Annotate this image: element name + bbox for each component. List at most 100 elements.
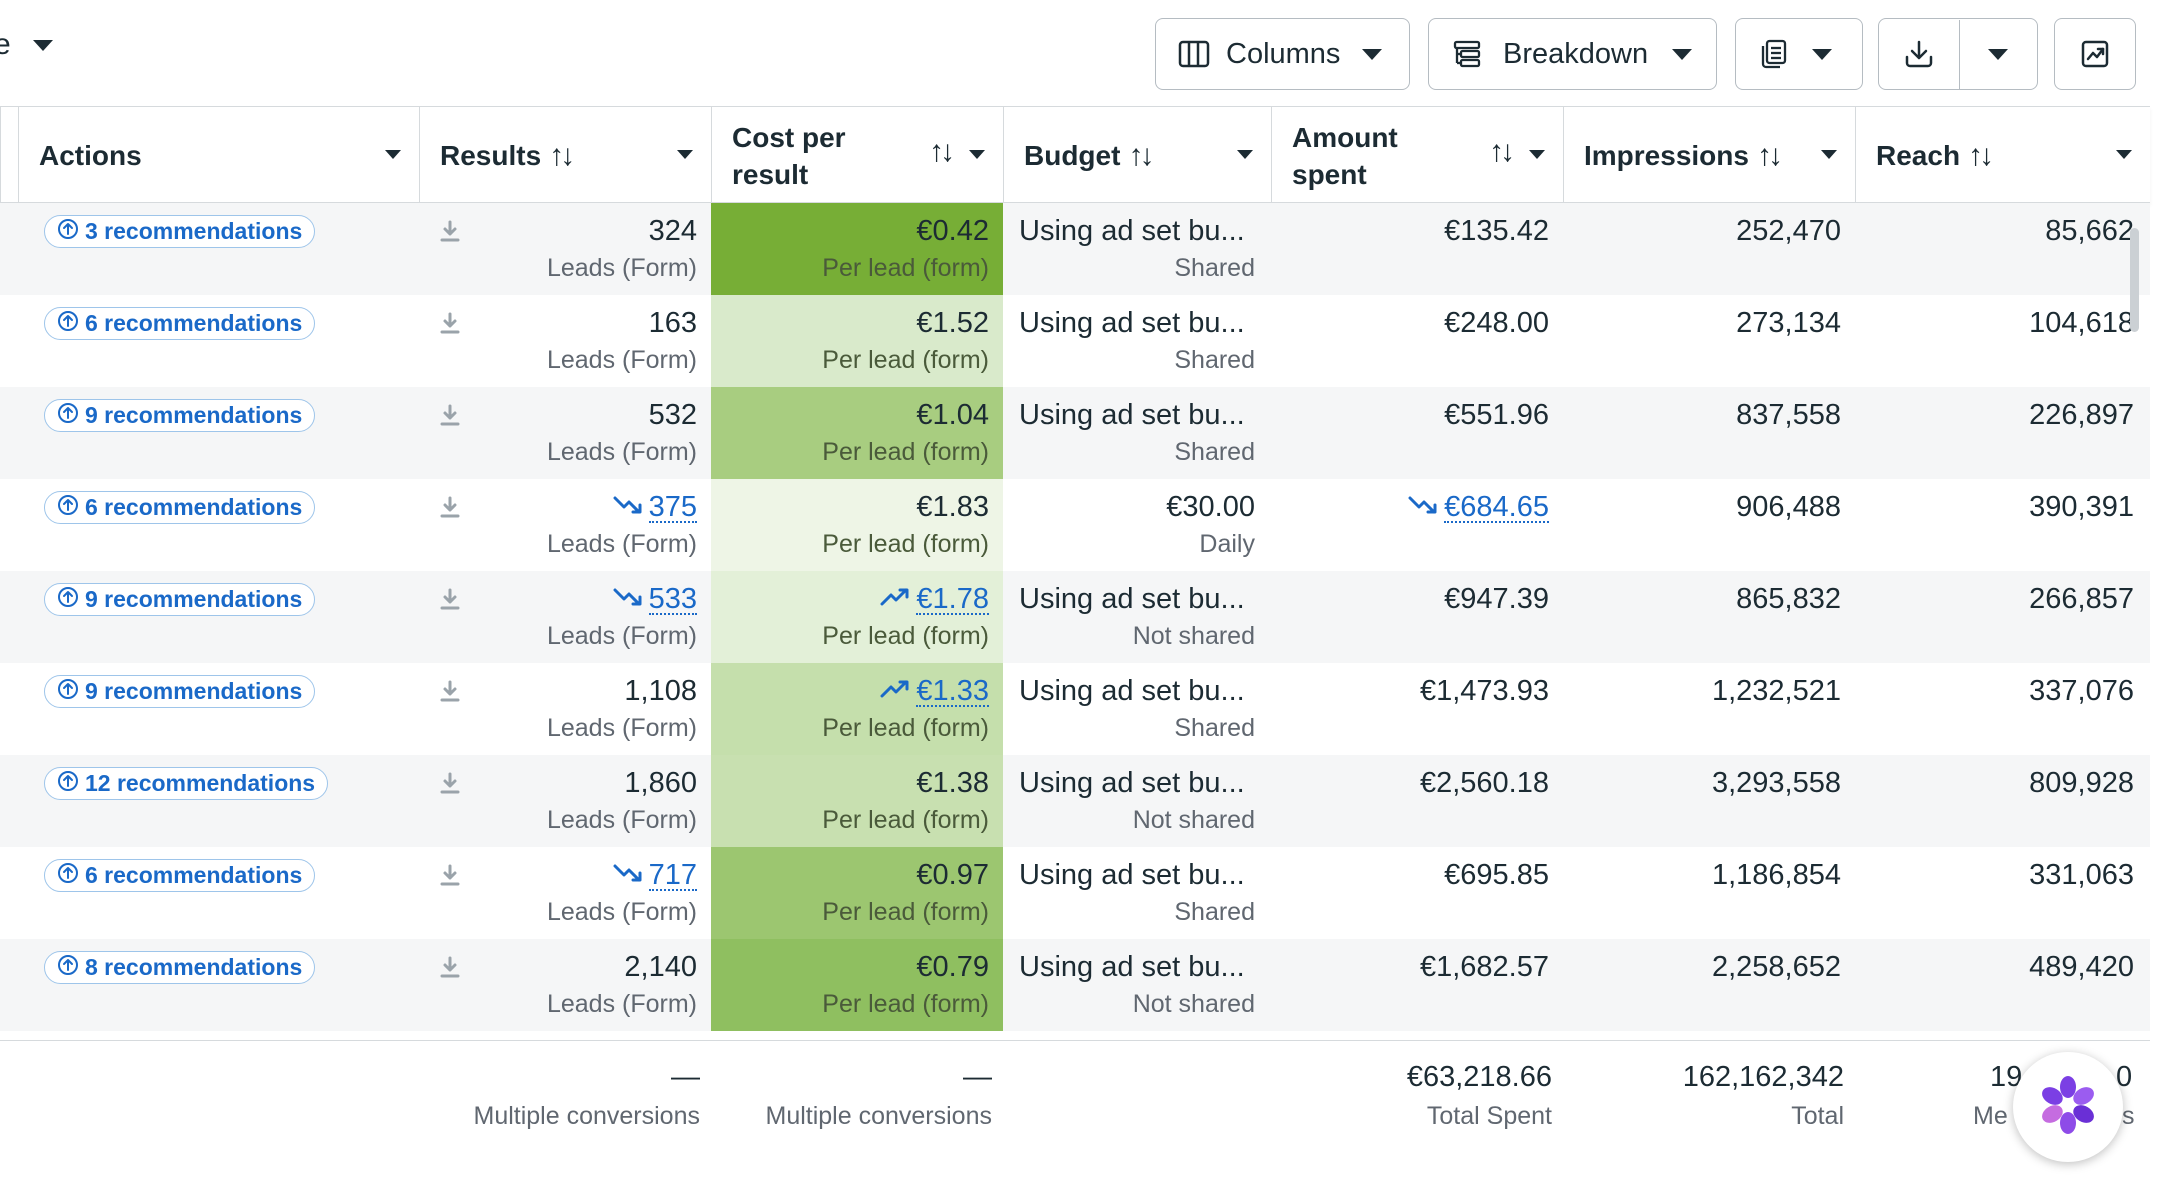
table-footer-totals: — Multiple conversions — Multiple conver… (0, 1040, 2150, 1188)
cost-type: Per lead (form) (822, 806, 989, 834)
download-icon[interactable] (437, 863, 463, 894)
view-selector[interactable]: e (0, 28, 53, 62)
budget-cell: Using ad set bu... Shared (1003, 847, 1271, 939)
chevron-down-icon[interactable] (385, 150, 401, 159)
recommendations-badge[interactable]: 6 recommendations (44, 307, 316, 340)
sort-icon[interactable]: ↑↓ (1968, 138, 1994, 172)
column-header-reach[interactable]: Reach ↑↓ (1855, 107, 2150, 204)
download-icon[interactable] (437, 679, 463, 710)
table-row[interactable]: 6 recommendations 375 Leads (Form) €1.83 Per… (0, 479, 2150, 571)
sort-icon[interactable]: ↑↓ (1756, 138, 1783, 172)
budget-type: Shared (1174, 254, 1255, 282)
column-header-budget[interactable]: Budget ↑↓ (1003, 107, 1271, 204)
view-charts-button[interactable] (2054, 18, 2136, 90)
impressions-value: 1,186,854 (1711, 859, 1841, 891)
export-button[interactable] (1879, 19, 1960, 89)
sort-icon[interactable]: ↑↓ (1128, 138, 1154, 172)
column-header-cost-per-result[interactable]: Cost per result ↑↓ (711, 107, 1003, 204)
cost-type: Per lead (form) (822, 346, 989, 374)
download-icon[interactable] (437, 219, 463, 250)
table-body: 3 recommendations 324 Leads (Form) €0.42 Per… (0, 203, 2150, 1031)
results-type: Leads (Form) (546, 714, 697, 742)
assistant-button[interactable] (2013, 1052, 2123, 1162)
chevron-down-icon[interactable] (1821, 150, 1837, 159)
reach-cell: 331,063 (1855, 847, 2150, 939)
recommendations-label: 6 recommendations (85, 494, 303, 520)
reports-button[interactable] (1735, 18, 1863, 90)
budget-cell: Using ad set bu... Not shared (1003, 571, 1271, 663)
table-row[interactable]: 3 recommendations 324 Leads (Form) €0.42 Per… (0, 203, 2150, 295)
column-header-label: Impressions (1584, 139, 1749, 171)
trend-down-icon (1408, 491, 1438, 524)
breakdown-label: Breakdown (1503, 37, 1649, 70)
column-header-results[interactable]: Results ↑↓ (419, 107, 711, 204)
results-type: Leads (Form) (546, 254, 697, 282)
amount-spent-cell: €551.96 (1271, 387, 1563, 479)
cost-value: €0.97 (916, 859, 989, 891)
recommendations-badge[interactable]: 6 recommendations (44, 491, 316, 524)
recommendations-badge[interactable]: 6 recommendations (44, 859, 316, 892)
results-type: Leads (Form) (546, 346, 697, 374)
breakdown-button[interactable]: Breakdown (1428, 18, 1717, 90)
budget-type: Shared (1174, 346, 1255, 374)
sort-icon[interactable]: ↑↓ (549, 138, 575, 172)
cost-type: Per lead (form) (822, 530, 989, 558)
amount-spent-value[interactable]: €684.65 (1408, 491, 1549, 524)
cost-value: €0.42 (916, 215, 989, 247)
cost-value[interactable]: €1.33 (880, 675, 989, 708)
recommendations-badge[interactable]: 8 recommendations (44, 951, 316, 984)
recommendations-badge[interactable]: 9 recommendations (44, 675, 316, 708)
chevron-down-icon[interactable] (1529, 150, 1545, 159)
sort-icon[interactable]: ↑↓ (1489, 135, 1515, 168)
chevron-down-icon[interactable] (969, 150, 985, 159)
amount-spent-cell: €947.39 (1271, 571, 1563, 663)
results-value[interactable]: 717 (613, 859, 697, 892)
cost-per-result-cell: €1.78 Per lead (form) (711, 571, 1003, 663)
budget-cell: Using ad set bu... Shared (1003, 295, 1271, 387)
download-icon[interactable] (437, 403, 463, 434)
recommendations-badge[interactable]: 12 recommendations (44, 767, 329, 800)
table-row[interactable]: 12 recommendations 1,860 Leads (Form) €1.38… (0, 755, 2150, 847)
vertical-scrollbar[interactable] (2130, 228, 2139, 332)
budget-value: Using ad set bu... (1019, 767, 1245, 799)
cost-type: Per lead (form) (822, 254, 989, 282)
download-icon[interactable] (437, 587, 463, 618)
chevron-down-icon[interactable] (677, 150, 693, 159)
chevron-down-icon (1812, 48, 1832, 60)
table-row[interactable]: 9 recommendations 1,108 Leads (Form) €1.33 P… (0, 663, 2150, 755)
results-type: Leads (Form) (546, 622, 697, 650)
download-icon[interactable] (437, 311, 463, 342)
recommendations-badge[interactable]: 3 recommendations (44, 215, 316, 248)
table-row[interactable]: 8 recommendations 2,140 Leads (Form) €0.79 P… (0, 939, 2150, 1031)
column-header-amount-spent[interactable]: Amount spent ↑↓ (1271, 107, 1563, 204)
amount-spent-cell: €2,560.18 (1271, 755, 1563, 847)
footer-cost-per-result: — Multiple conversions (711, 1061, 993, 1131)
table-row[interactable]: 9 recommendations 532 Leads (Form) €1.04 Per… (0, 387, 2150, 479)
impressions-value: 906,488 (1736, 491, 1841, 523)
cost-value[interactable]: €1.78 (880, 583, 989, 616)
results-type: Leads (Form) (546, 806, 697, 834)
recommendations-badge[interactable]: 9 recommendations (44, 583, 316, 616)
download-icon[interactable] (437, 495, 463, 526)
download-icon[interactable] (437, 955, 463, 986)
chevron-down-icon[interactable] (1237, 150, 1253, 159)
table-row[interactable]: 9 recommendations 533 Leads (Form) €1.78 Per… (0, 571, 2150, 663)
recommendations-label: 3 recommendations (85, 218, 303, 244)
results-value[interactable]: 375 (613, 491, 697, 524)
results-value[interactable]: 533 (613, 583, 697, 616)
column-header-actions[interactable]: Actions (18, 107, 419, 204)
sort-icon[interactable]: ↑↓ (929, 135, 955, 168)
recommendations-badge[interactable]: 9 recommendations (44, 399, 316, 432)
column-header-impressions[interactable]: Impressions ↑↓ (1563, 107, 1855, 204)
download-icon[interactable] (437, 771, 463, 802)
budget-value: Using ad set bu... (1019, 583, 1245, 615)
columns-button[interactable]: Columns (1155, 18, 1410, 90)
chevron-down-icon[interactable] (2116, 150, 2132, 159)
budget-value: Using ad set bu... (1019, 675, 1245, 707)
amount-spent-value: €135.42 (1444, 215, 1549, 247)
table-row[interactable]: 6 recommendations 163 Leads (Form) €1.52 Per… (0, 295, 2150, 387)
amount-spent-cell: €684.65 (1271, 479, 1563, 571)
table-row[interactable]: 6 recommendations 717 Leads (Form) €0.97 Per… (0, 847, 2150, 939)
budget-type: Daily (1199, 530, 1255, 558)
export-options-button[interactable] (1960, 20, 2038, 89)
